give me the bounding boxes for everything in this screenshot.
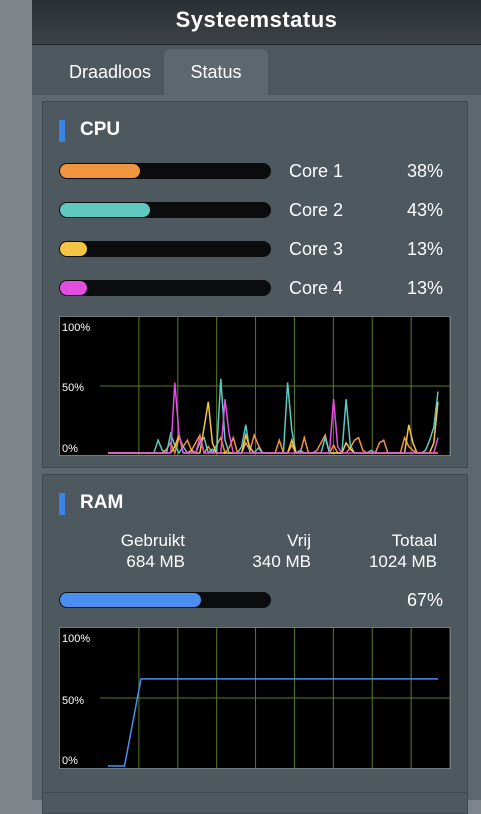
- ram-total-value: 1024 MB: [368, 552, 437, 571]
- core-3-label: Core 3: [289, 239, 344, 259]
- ram-used-value: 684 MB: [126, 552, 185, 571]
- ram-bar-fill: [60, 593, 201, 607]
- cpu-graph-svg: 100% 50% 0%: [62, 317, 450, 455]
- core-1-bar: [59, 163, 271, 179]
- core-2-percent: 43%: [406, 200, 443, 220]
- ram-card: RAM Gebruikt 684 MB Vrij 340 MB Totaal 1…: [42, 474, 468, 806]
- core-4-percent: 13%: [406, 278, 443, 298]
- cpu-usage-graph: 100% 50% 0%: [59, 316, 451, 456]
- ram-graph-label-50: 50%: [62, 695, 84, 707]
- cpu-graph-label-100: 100%: [62, 322, 90, 334]
- core-row-3: Core 3 13%: [59, 239, 459, 259]
- ram-free-label: Vrij: [287, 531, 311, 550]
- system-status-panel: Systeemstatus Draadloos Status CPU Core …: [32, 0, 481, 814]
- core-4-bar-fill: [60, 281, 88, 295]
- core-3-percent: 13%: [406, 239, 443, 259]
- ram-total: Totaal 1024 MB: [343, 530, 437, 572]
- section-marker: [59, 493, 65, 515]
- core-1-percent: 38%: [406, 161, 443, 181]
- core-row-4: Core 4 13%: [59, 278, 459, 298]
- tab-status[interactable]: Status: [164, 49, 268, 95]
- core-4-bar: [59, 280, 271, 296]
- cpu-series-line-2: [108, 378, 439, 455]
- tab-draadloos[interactable]: Draadloos: [68, 62, 152, 82]
- section-marker: [59, 120, 65, 142]
- ram-title: RAM: [80, 492, 124, 513]
- core-3-bar-fill: [60, 242, 88, 256]
- ram-percent: 67%: [406, 590, 443, 610]
- cpu-card: CPU Core 1 38% Core 2 43% Core 3 13% Cor…: [42, 101, 468, 468]
- title-bar: Systeemstatus: [32, 0, 481, 45]
- core-2-bar-fill: [60, 203, 151, 217]
- ram-free: Vrij 340 MB: [223, 530, 311, 572]
- ram-used-label: Gebruikt: [120, 531, 185, 550]
- core-1-label: Core 1: [289, 161, 344, 181]
- core-row-1: Core 1 38%: [59, 161, 459, 181]
- ram-graph-label-100: 100%: [62, 633, 90, 645]
- core-3-bar: [59, 241, 271, 257]
- core-1-bar-fill: [60, 164, 140, 178]
- cpu-graph-label-0: 0%: [62, 443, 78, 455]
- next-card: [42, 792, 468, 814]
- core-2-label: Core 2: [289, 200, 344, 220]
- page-title: Systeemstatus: [175, 7, 338, 32]
- ram-graph-svg: 100% 50% 0%: [62, 628, 450, 768]
- ram-total-label: Totaal: [391, 531, 437, 550]
- cpu-graph-label-50: 50%: [62, 382, 84, 394]
- cpu-title: CPU: [80, 119, 121, 140]
- ram-row: 67%: [59, 590, 459, 610]
- ram-free-value: 340 MB: [252, 552, 311, 571]
- cpu-series-line-3: [108, 401, 439, 454]
- core-4-label: Core 4: [289, 278, 344, 298]
- tab-content: CPU Core 1 38% Core 2 43% Core 3 13% Cor…: [32, 95, 481, 814]
- ram-bar: [59, 592, 271, 608]
- ram-series-line-1: [108, 678, 438, 767]
- core-row-2: Core 2 43%: [59, 200, 459, 220]
- ram-usage-graph: 100% 50% 0%: [59, 627, 451, 769]
- cpu-series-line-4: [108, 382, 439, 454]
- core-2-bar: [59, 202, 271, 218]
- ram-graph-label-0: 0%: [62, 755, 78, 767]
- ram-used: Gebruikt 684 MB: [83, 530, 185, 572]
